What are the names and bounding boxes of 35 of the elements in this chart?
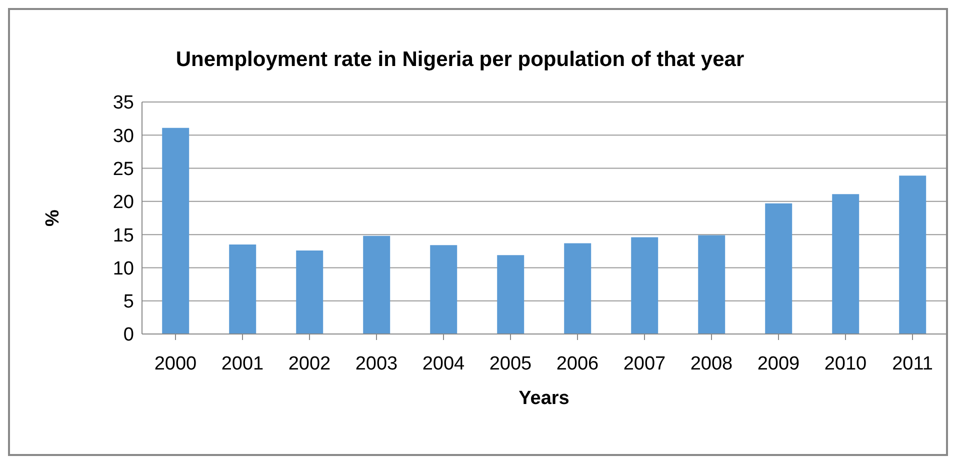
bar xyxy=(229,244,256,334)
x-tick-label: 2007 xyxy=(623,353,666,374)
bar xyxy=(296,250,324,334)
y-tick-label: 30 xyxy=(112,126,134,147)
x-tick-label: 2011 xyxy=(892,353,933,374)
bar xyxy=(832,194,860,334)
y-tick-label: 25 xyxy=(112,159,134,180)
x-tick-label: 2003 xyxy=(355,353,398,374)
bar xyxy=(430,245,458,334)
x-tick-label: 2001 xyxy=(221,353,264,374)
x-axis-title: Years xyxy=(518,388,570,409)
chart-title: Unemployment rate in Nigeria per population of that year xyxy=(174,48,746,72)
bar xyxy=(698,235,726,334)
x-tick-label: 2009 xyxy=(757,353,800,374)
x-tick-label: 2010 xyxy=(824,353,867,374)
x-tick-label: 2002 xyxy=(288,353,331,374)
y-tick-label: 15 xyxy=(112,225,134,246)
bar xyxy=(765,203,792,334)
x-tick-label: 2005 xyxy=(489,353,532,374)
y-tick-label: 0 xyxy=(123,324,134,346)
y-axis-title: % xyxy=(42,209,64,226)
bar xyxy=(631,237,658,334)
x-tick-label: 2008 xyxy=(690,353,733,374)
bar xyxy=(162,128,190,334)
y-tick-label: 5 xyxy=(123,292,134,313)
y-tick-label: 10 xyxy=(112,258,134,280)
bar xyxy=(564,243,592,334)
bar xyxy=(899,176,926,334)
bar xyxy=(497,255,524,334)
x-tick-label: 2006 xyxy=(556,353,599,374)
bar xyxy=(363,236,390,334)
y-tick-label: 35 xyxy=(112,92,134,114)
x-tick-label: 2000 xyxy=(154,353,197,374)
y-tick-label: 20 xyxy=(112,192,134,214)
x-tick-label: 2004 xyxy=(422,353,466,374)
